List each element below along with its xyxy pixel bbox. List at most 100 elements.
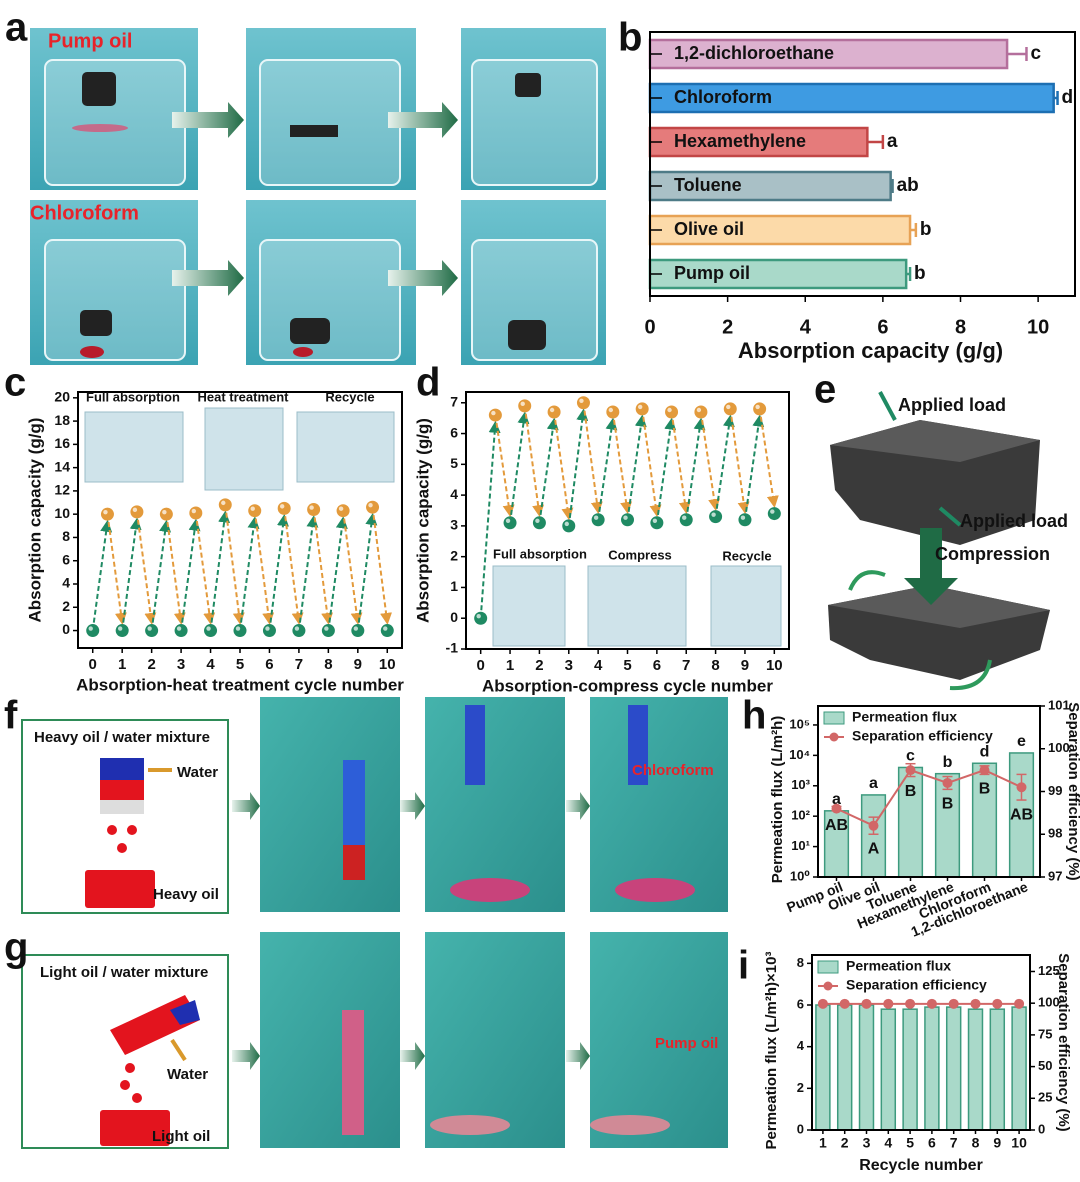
y-tick-label: 25 [1038, 1090, 1052, 1105]
compress-arrow [904, 528, 958, 605]
trend-arrow [91, 519, 113, 631]
point [159, 507, 173, 521]
point-highlight [696, 407, 702, 413]
point [115, 624, 129, 638]
point [474, 611, 488, 625]
trend-arrow [582, 402, 603, 515]
y-tick-label: 18 [54, 412, 70, 428]
point [277, 501, 291, 515]
point-highlight [535, 518, 540, 524]
legend-swatch [829, 732, 839, 742]
y-tick-label: 99 [1048, 783, 1062, 798]
x-tick-label: 9 [741, 657, 749, 674]
bar [1011, 1006, 1027, 1131]
photo-label: Chloroform [632, 762, 714, 779]
flow-arrow [566, 792, 590, 820]
inset-label: Full absorption [493, 546, 587, 561]
y-tick-label: 6 [797, 996, 804, 1011]
point [1014, 998, 1025, 1009]
curve-arrow [949, 659, 992, 691]
flow-arrows [172, 102, 458, 296]
panel-label: b [618, 16, 642, 60]
point [948, 998, 959, 1009]
point-highlight [338, 506, 344, 511]
point-highlight [206, 626, 211, 631]
value-label: d [1062, 87, 1074, 108]
category-label: Pump oil [674, 263, 750, 283]
point-highlight [279, 504, 285, 509]
y-tick-label: 8 [797, 955, 804, 970]
y-tick-label: 0 [1038, 1121, 1045, 1136]
scaffold-top [830, 420, 1040, 462]
x-tick-label: 6 [653, 657, 661, 674]
panel-label: d [416, 361, 440, 405]
x-tick-label: 3 [177, 656, 185, 673]
photo-label: Pump oil [655, 1035, 718, 1052]
point-highlight [324, 626, 329, 631]
point [665, 405, 679, 419]
photo [590, 932, 728, 1148]
y-tick-label: 4 [797, 1038, 805, 1053]
inset-photo [492, 565, 566, 647]
bar [924, 1006, 940, 1131]
point [861, 998, 872, 1009]
y-tick-label: 10⁰ [790, 868, 810, 883]
axis-label: Permeation flux (L/m²h) [769, 716, 786, 884]
point-highlight [88, 626, 93, 631]
legend-label: Separation efficiency [852, 728, 993, 744]
point-highlight [176, 626, 182, 631]
trend-arrow [641, 408, 662, 518]
point-highlight [491, 410, 496, 416]
legend-swatch [823, 711, 845, 725]
point [723, 402, 737, 416]
inset-photo [204, 407, 284, 491]
flask-liquid [615, 878, 695, 902]
category-label: Toluene [674, 175, 742, 195]
y-tick-label: 75 [1038, 1026, 1052, 1041]
trend-arrow [253, 510, 275, 625]
value-label: c [906, 748, 915, 765]
x-tick-label: 4 [594, 657, 603, 674]
flow-arrow [566, 1042, 590, 1070]
photo [425, 697, 565, 912]
point [942, 777, 953, 788]
oil-layer [100, 780, 144, 800]
panel-a: a Pump oil Chloroform [5, 6, 606, 365]
curve-arrow [848, 570, 886, 591]
x-tick-label: 0 [644, 316, 655, 338]
membrane [100, 800, 144, 814]
flask-liquid [450, 878, 530, 902]
trend-arrow [297, 515, 319, 631]
point-highlight [505, 518, 511, 524]
point [679, 513, 693, 527]
point [992, 998, 1003, 1009]
inset-label: Heat treatment [197, 389, 289, 404]
x-tick-label: 7 [295, 656, 303, 673]
x-tick-label: 10 [379, 656, 396, 673]
trend-arrow [494, 414, 515, 518]
flask-liquid [590, 1115, 670, 1135]
point-highlight [476, 614, 481, 619]
bar [860, 794, 887, 878]
point-highlight [770, 509, 775, 514]
point-highlight [608, 407, 614, 413]
y-tick-label: 10⁵ [789, 716, 810, 731]
x-tick-label: 8 [972, 1135, 980, 1151]
y-tick-label: 14 [54, 458, 70, 474]
x-tick-label: 8 [711, 657, 719, 674]
point-highlight [579, 398, 584, 403]
value-label: B [905, 783, 917, 800]
bar [989, 1008, 1006, 1131]
trend-arrow [327, 516, 348, 631]
panel-label: e [814, 368, 836, 412]
trend-arrow [758, 408, 779, 508]
bar [967, 1008, 984, 1131]
photo [425, 932, 565, 1148]
value-label: a [832, 791, 841, 808]
flask-liquid [430, 1115, 510, 1135]
beakers [44, 59, 598, 361]
point-highlight [682, 515, 687, 520]
bar [880, 1008, 897, 1131]
value-label: ab [897, 175, 919, 196]
